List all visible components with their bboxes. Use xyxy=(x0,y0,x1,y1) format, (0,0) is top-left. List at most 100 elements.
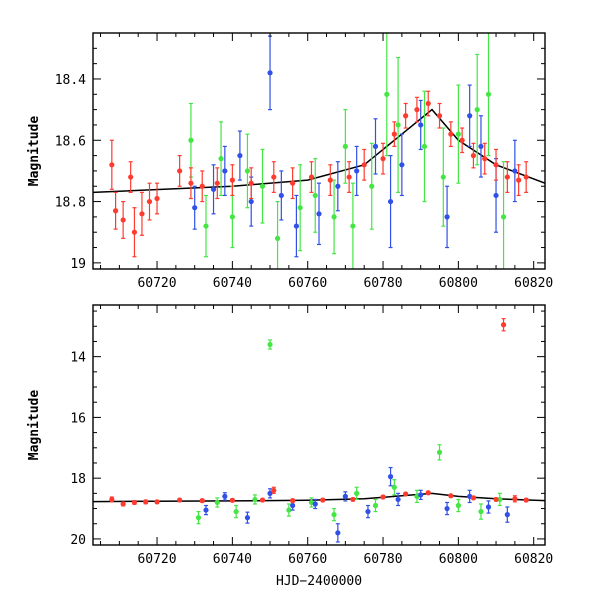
data-point xyxy=(267,490,273,496)
data-point xyxy=(380,494,386,500)
data-point xyxy=(218,156,224,162)
data-point xyxy=(485,91,492,97)
data-point xyxy=(222,493,228,499)
data-point xyxy=(500,322,507,328)
data-point xyxy=(177,497,183,503)
x-tick-label: 60800 xyxy=(439,276,478,291)
data-point xyxy=(391,484,397,490)
x-tick-label: 60740 xyxy=(213,276,252,291)
plot-area xyxy=(93,33,545,269)
y-tick-label: 16 xyxy=(70,411,86,426)
data-point xyxy=(271,487,277,493)
data-point xyxy=(361,162,367,168)
data-point xyxy=(316,211,322,217)
data-point xyxy=(350,496,356,503)
data-point xyxy=(259,497,266,503)
data-point xyxy=(237,152,243,159)
data-point xyxy=(154,195,160,202)
data-point xyxy=(455,131,461,137)
data-point xyxy=(244,515,251,521)
data-point xyxy=(380,156,386,162)
x-tick-label: 60720 xyxy=(137,276,176,291)
data-point xyxy=(387,474,394,480)
data-point xyxy=(214,499,220,506)
data-point xyxy=(387,198,394,205)
data-point xyxy=(278,192,284,199)
data-point xyxy=(500,214,507,220)
data-point xyxy=(395,496,401,503)
data-point xyxy=(267,341,273,348)
data-point xyxy=(399,162,405,168)
data-point xyxy=(436,449,443,455)
x-tick-label: 60760 xyxy=(288,276,327,291)
x-tick-label: 60760 xyxy=(288,552,327,567)
y-tick-label: 19 xyxy=(70,257,86,272)
data-point xyxy=(195,515,202,521)
data-point xyxy=(455,502,461,509)
data-point xyxy=(244,168,251,174)
data-point xyxy=(271,174,277,180)
data-point xyxy=(128,174,134,180)
data-point xyxy=(154,499,160,505)
y-axis-label: Magnitude xyxy=(27,116,42,187)
data-point xyxy=(395,122,401,128)
data-point xyxy=(470,152,477,159)
data-point xyxy=(421,143,428,150)
data-point xyxy=(425,100,431,107)
data-point xyxy=(274,235,281,241)
x-tick-label: 60820 xyxy=(514,552,553,567)
data-point xyxy=(109,496,115,503)
x-tick-label: 60820 xyxy=(514,276,553,291)
data-point xyxy=(229,177,235,183)
x-axis-label: HJD−2400000 xyxy=(276,574,362,589)
data-point xyxy=(214,180,220,186)
data-point xyxy=(203,507,209,513)
data-point xyxy=(188,180,194,186)
x-tick-label: 60740 xyxy=(213,552,252,567)
data-point xyxy=(229,214,235,220)
data-point xyxy=(229,497,235,503)
data-point xyxy=(478,143,484,150)
data-point xyxy=(470,495,477,501)
data-point xyxy=(248,198,254,205)
y-tick-label: 14 xyxy=(70,351,86,366)
series-2 xyxy=(195,339,503,525)
y-tick-label: 18.8 xyxy=(55,196,86,211)
series-1 xyxy=(203,466,510,543)
data-point xyxy=(497,496,503,503)
data-point xyxy=(335,183,341,189)
axes-frame xyxy=(92,32,546,270)
data-point xyxy=(425,490,431,496)
data-point xyxy=(267,70,273,76)
data-point xyxy=(199,498,205,504)
data-point xyxy=(139,211,145,217)
x-tick-label: 60720 xyxy=(137,552,176,567)
data-point xyxy=(512,496,518,502)
data-point xyxy=(523,497,529,503)
data-point xyxy=(199,183,205,189)
data-point xyxy=(192,205,198,211)
data-point xyxy=(177,168,183,174)
model-curve xyxy=(93,492,545,503)
data-point xyxy=(290,180,296,186)
data-point xyxy=(354,490,360,496)
data-point xyxy=(467,113,473,119)
data-point xyxy=(335,530,341,536)
data-point xyxy=(259,183,266,189)
data-point xyxy=(350,223,356,229)
y-axis-label: Magnitude xyxy=(27,390,42,461)
data-point xyxy=(485,504,492,510)
data-point xyxy=(418,492,424,498)
data-point xyxy=(436,113,443,119)
data-point xyxy=(440,174,446,180)
data-point xyxy=(312,501,318,507)
data-point xyxy=(293,223,299,229)
data-point xyxy=(346,174,352,180)
panel-top: 60720 60740 60760 60780 60800 60820 18.4 18.6 18… xyxy=(27,32,553,291)
data-point xyxy=(188,137,194,143)
plot-area xyxy=(93,318,545,543)
data-point xyxy=(342,143,348,150)
data-point xyxy=(210,186,217,192)
data-point xyxy=(290,502,296,509)
